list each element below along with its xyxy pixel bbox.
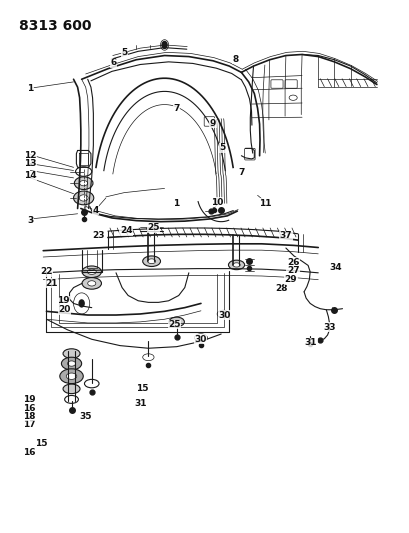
Text: 9: 9 [209,118,216,127]
Ellipse shape [73,191,94,205]
Text: 17: 17 [22,420,35,429]
Text: 37: 37 [279,231,292,240]
Text: 1: 1 [172,199,179,208]
Text: 31: 31 [304,338,317,348]
Ellipse shape [82,278,101,289]
Text: 30: 30 [193,335,206,344]
Ellipse shape [60,369,83,384]
Ellipse shape [75,167,92,176]
Text: 25: 25 [146,223,159,232]
Text: 24: 24 [119,226,132,235]
Text: 35: 35 [79,413,92,421]
Text: 26: 26 [286,258,299,267]
Ellipse shape [79,181,88,186]
Text: 1: 1 [27,84,33,93]
Text: 5: 5 [219,143,225,152]
Text: 16: 16 [23,448,35,457]
Text: 7: 7 [238,168,244,177]
Text: 2: 2 [27,159,33,168]
Ellipse shape [142,256,160,266]
Text: 5: 5 [121,49,127,58]
Text: 30: 30 [218,311,230,319]
Text: 34: 34 [328,263,341,272]
Text: 33: 33 [323,322,335,332]
Text: 15: 15 [35,439,47,448]
Ellipse shape [169,317,184,327]
Ellipse shape [88,281,96,286]
Ellipse shape [74,177,93,190]
FancyBboxPatch shape [244,148,254,160]
Ellipse shape [63,384,80,393]
Text: 10: 10 [211,198,223,207]
Ellipse shape [66,373,76,379]
Text: 22: 22 [40,267,53,276]
Text: 4: 4 [92,206,99,215]
Text: 15: 15 [136,384,148,393]
Ellipse shape [147,259,155,264]
Text: 18: 18 [23,412,35,421]
Text: 28: 28 [274,284,287,293]
Text: 16: 16 [23,405,35,414]
Ellipse shape [228,260,244,270]
Ellipse shape [87,269,96,274]
Ellipse shape [232,263,240,267]
Text: 31: 31 [135,399,147,408]
Text: 8: 8 [231,55,238,64]
Text: 27: 27 [286,266,299,275]
Text: 29: 29 [284,275,297,284]
Text: 20: 20 [58,305,70,314]
Text: 12: 12 [24,151,36,160]
Ellipse shape [79,195,88,201]
Text: 14: 14 [24,171,36,180]
Text: 25: 25 [168,320,180,329]
Text: 19: 19 [22,395,35,404]
Ellipse shape [82,266,101,278]
Ellipse shape [63,349,80,358]
Circle shape [78,299,85,308]
Text: 19: 19 [57,296,70,305]
Text: 21: 21 [45,279,57,288]
Circle shape [161,41,167,49]
Text: 7: 7 [173,104,180,113]
Text: 11: 11 [259,199,271,208]
Ellipse shape [61,357,81,370]
Text: 23: 23 [92,231,105,240]
Text: 13: 13 [24,159,36,168]
Text: 6: 6 [110,59,116,67]
Text: 8313 600: 8313 600 [19,19,91,33]
Text: 3: 3 [27,215,33,224]
Ellipse shape [67,361,75,366]
